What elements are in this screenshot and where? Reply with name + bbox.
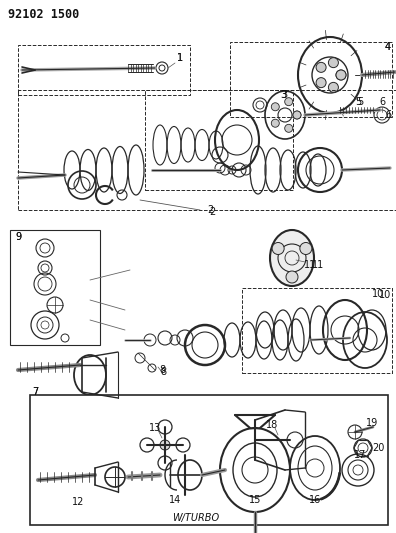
Text: 10: 10 xyxy=(379,290,391,300)
Circle shape xyxy=(271,103,279,111)
Text: 3: 3 xyxy=(281,90,287,100)
Text: 13: 13 xyxy=(149,423,161,433)
Text: 7: 7 xyxy=(32,387,38,397)
Circle shape xyxy=(272,243,284,254)
Text: 9: 9 xyxy=(15,232,21,242)
Text: 8: 8 xyxy=(159,365,165,375)
Circle shape xyxy=(285,124,293,132)
Circle shape xyxy=(300,243,312,254)
Text: 12: 12 xyxy=(72,497,84,507)
Bar xyxy=(18,90,396,210)
Text: 9: 9 xyxy=(15,232,21,242)
Circle shape xyxy=(316,62,326,72)
Text: 1: 1 xyxy=(177,53,183,63)
Text: 2: 2 xyxy=(207,205,213,215)
Circle shape xyxy=(285,98,293,106)
Text: 1: 1 xyxy=(177,53,183,63)
Text: 19: 19 xyxy=(366,418,378,428)
Text: 11: 11 xyxy=(312,260,324,270)
Bar xyxy=(30,395,388,525)
Text: 20: 20 xyxy=(372,443,384,453)
Text: 5: 5 xyxy=(357,97,363,107)
Circle shape xyxy=(316,78,326,87)
Text: 92102 1500: 92102 1500 xyxy=(8,8,79,21)
Circle shape xyxy=(336,70,346,80)
Bar xyxy=(18,45,190,95)
Circle shape xyxy=(328,83,339,92)
Circle shape xyxy=(293,111,301,119)
Text: 6: 6 xyxy=(385,110,391,120)
Text: 17: 17 xyxy=(354,450,366,460)
Circle shape xyxy=(293,111,301,119)
Bar xyxy=(10,230,100,345)
Circle shape xyxy=(328,58,339,68)
Text: 16: 16 xyxy=(309,495,321,505)
Bar xyxy=(242,288,392,373)
Text: 3: 3 xyxy=(280,90,286,100)
Text: 7: 7 xyxy=(32,387,38,397)
Text: 15: 15 xyxy=(249,495,261,505)
Text: 4: 4 xyxy=(385,42,391,52)
Text: 2: 2 xyxy=(209,207,215,217)
Text: 14: 14 xyxy=(169,495,181,505)
Ellipse shape xyxy=(270,230,314,286)
Text: 11: 11 xyxy=(304,260,316,270)
Bar xyxy=(145,90,293,190)
Circle shape xyxy=(286,271,298,283)
Bar xyxy=(230,42,392,117)
Text: 18: 18 xyxy=(266,420,278,430)
Text: 4: 4 xyxy=(385,42,391,52)
Text: W/TURBO: W/TURBO xyxy=(172,513,219,523)
Text: 6: 6 xyxy=(379,97,385,107)
Text: 8: 8 xyxy=(160,367,166,377)
Text: 10: 10 xyxy=(372,289,384,299)
Circle shape xyxy=(160,440,170,450)
Circle shape xyxy=(336,70,346,80)
Text: 5: 5 xyxy=(355,97,361,107)
Circle shape xyxy=(271,119,279,127)
